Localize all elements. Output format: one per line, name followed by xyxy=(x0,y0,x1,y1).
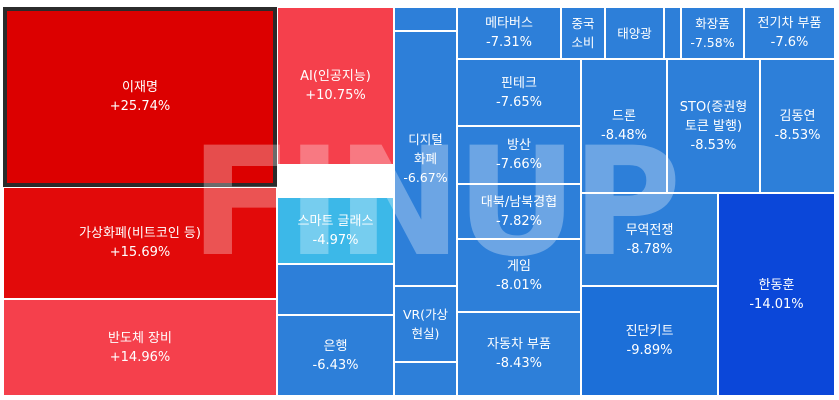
tile-name: 스마트 글래스 xyxy=(297,213,374,229)
tile-name: STO(증권형 토큰 발행) xyxy=(679,99,748,134)
tile-change: -6.43% xyxy=(312,357,359,373)
tile-change: -8.53% xyxy=(774,128,821,143)
treemap-tile-16[interactable]: 전기차 부품 -7.6% xyxy=(744,7,835,59)
tile-name: 이재명 xyxy=(122,80,158,95)
treemap-tile-1[interactable]: 가상화폐(비트코인 등) +15.69% xyxy=(3,187,277,299)
treemap-tile-4[interactable]: 스마트 글래스 -4.97% xyxy=(277,197,394,264)
tile-name: 화장품 xyxy=(695,16,730,31)
tile-name: AI(인공지능) xyxy=(300,69,371,84)
treemap-tile-21[interactable]: 자동차 부품 -8.43% xyxy=(457,312,581,396)
tile-change: -6.67% xyxy=(403,170,448,185)
treemap-tile-19[interactable]: 대북/남북경협 -7.82% xyxy=(457,184,581,239)
treemap-tile-22[interactable]: 드론 -8.48% xyxy=(581,59,667,193)
tile-name: 반도체 장비 xyxy=(108,330,172,346)
treemap-tile-11[interactable]: 메타버스 -7.31% xyxy=(457,7,561,59)
treemap-tile-25[interactable]: 무역전쟁 -8.78% xyxy=(581,193,718,286)
tile-change: -8.01% xyxy=(496,277,542,293)
tile-name: 핀테크 xyxy=(501,75,537,91)
tile-name: VR(가상 현실) xyxy=(402,307,449,341)
tile-change: -9.89% xyxy=(626,343,673,358)
tile-name: 진단키트 xyxy=(625,324,674,339)
tile-name: 방산 xyxy=(507,138,531,153)
tile-change: -14.01% xyxy=(749,296,804,312)
tile-name: 드론 xyxy=(612,109,636,124)
treemap-tile-10[interactable] xyxy=(394,362,457,396)
tile-name: 가상화폐(비트코인 등) xyxy=(79,226,201,241)
treemap-tile-17[interactable]: 핀테크 -7.65% xyxy=(457,59,581,126)
treemap-tile-8[interactable]: 디지털 화폐 -6.67% xyxy=(394,31,457,286)
treemap-tile-3[interactable]: AI(인공지능) +10.75% xyxy=(277,7,394,165)
tile-change: +15.69% xyxy=(109,245,171,260)
treemap-tile-27[interactable]: 한동훈 -14.01% xyxy=(718,193,835,396)
treemap-tile-2[interactable]: 반도체 장비 +14.96% xyxy=(3,299,277,396)
tile-name: 김동연 xyxy=(779,109,816,124)
treemap-tile-6[interactable]: 은행 -6.43% xyxy=(277,315,394,396)
tile-name: 전기차 부품 xyxy=(757,16,822,31)
tile-name: 대북/남북경협 xyxy=(480,194,558,210)
treemap-tile-5[interactable] xyxy=(277,264,394,315)
tile-name: 한동훈 xyxy=(758,277,795,293)
tile-name: 디지털 화폐 xyxy=(408,132,443,166)
treemap-tile-18[interactable]: 방산 -7.66% xyxy=(457,126,581,184)
treemap-tile-13[interactable]: 태양광 xyxy=(605,7,664,59)
tile-change: -7.65% xyxy=(496,94,542,110)
tile-change: -7.66% xyxy=(496,157,542,172)
tile-name: 은행 xyxy=(323,338,348,354)
tile-change: -8.43% xyxy=(496,356,542,371)
tile-name: 메타버스 xyxy=(485,16,533,31)
treemap-tile-20[interactable]: 게임 -8.01% xyxy=(457,239,581,312)
tile-change: +10.75% xyxy=(305,88,366,103)
tile-change: -7.6% xyxy=(770,35,809,50)
treemap-tile-7[interactable] xyxy=(394,7,457,31)
treemap-tile-0[interactable]: 이재명 +25.74% xyxy=(3,7,277,187)
tile-change: -8.53% xyxy=(690,137,737,153)
treemap-tile-9[interactable]: VR(가상 현실) xyxy=(394,286,457,362)
tile-change: -7.82% xyxy=(496,213,542,229)
tile-change: +14.96% xyxy=(109,349,171,365)
tile-change: -7.58% xyxy=(690,35,735,50)
tile-name: 태양광 xyxy=(617,25,652,41)
tile-change: -7.31% xyxy=(486,35,532,50)
tile-change: -4.97% xyxy=(312,232,359,248)
treemap-tile-12[interactable]: 중국 소비 xyxy=(561,7,605,59)
treemap-tile-26[interactable]: 진단키트 -9.89% xyxy=(581,286,718,396)
treemap-tile-15[interactable]: 화장품 -7.58% xyxy=(681,7,744,59)
tile-change: +25.74% xyxy=(109,99,171,114)
tile-name: 자동차 부품 xyxy=(487,337,551,352)
treemap-tile-14[interactable] xyxy=(664,7,681,59)
treemap-tile-24[interactable]: 김동연 -8.53% xyxy=(760,59,835,193)
tile-name: 무역전쟁 xyxy=(625,222,674,238)
tile-change: -8.78% xyxy=(626,241,673,257)
tile-name: 중국 소비 xyxy=(571,16,595,50)
tile-name: 게임 xyxy=(507,258,531,274)
tile-change: -8.48% xyxy=(601,128,647,143)
treemap-tile-23[interactable]: STO(증권형 토큰 발행) -8.53% xyxy=(667,59,760,193)
